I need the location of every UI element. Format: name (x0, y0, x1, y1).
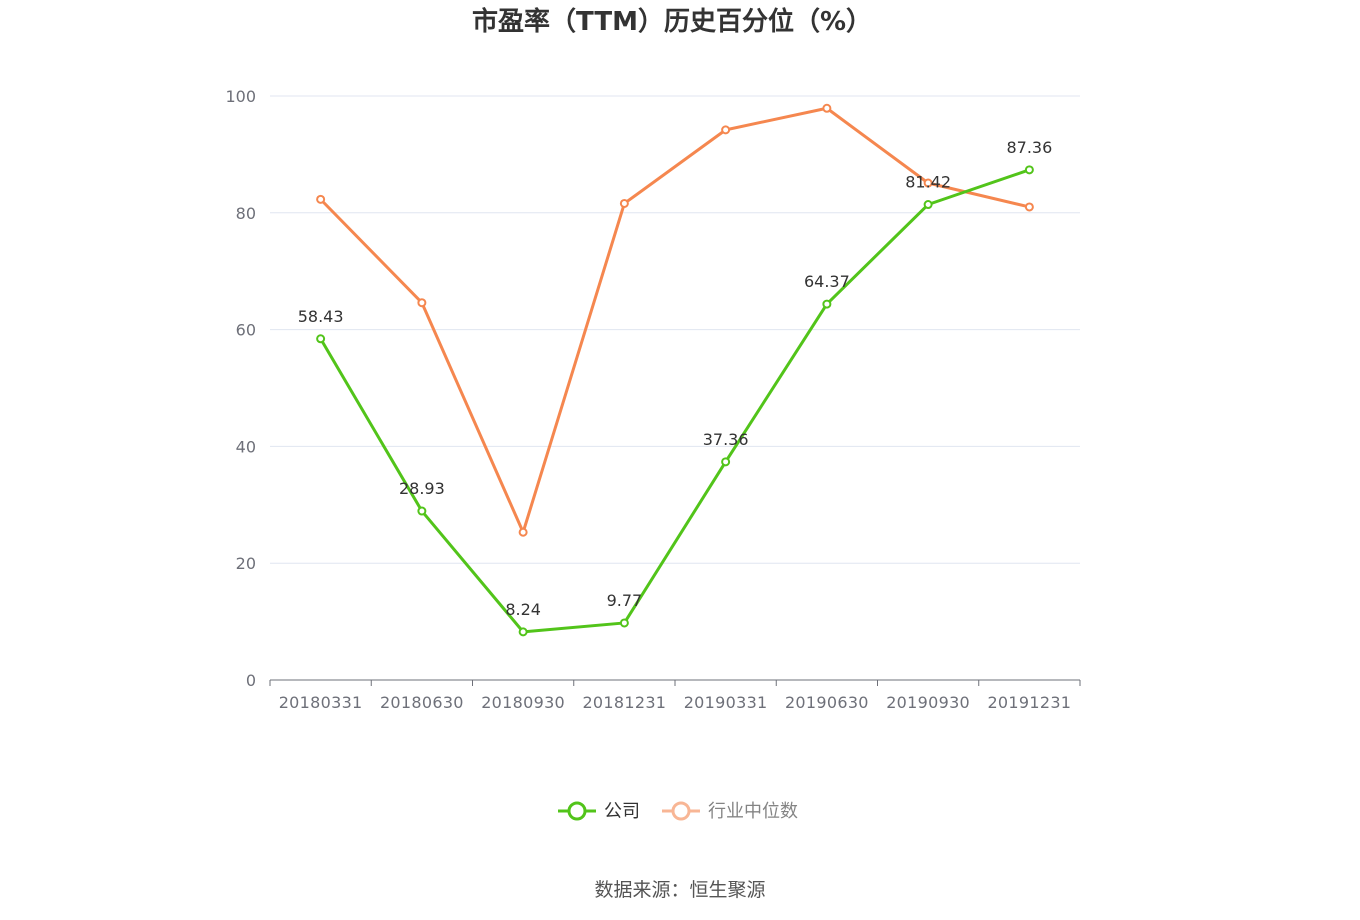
y-tick-label: 0 (246, 671, 256, 690)
x-tick-label: 20181231 (582, 693, 666, 712)
chart-title: 市盈率（TTM）历史百分位（%） (472, 6, 872, 37)
data-point (721, 457, 731, 467)
data-point (619, 198, 629, 208)
data-point (417, 298, 427, 308)
data-point (518, 627, 528, 637)
data-point (619, 618, 629, 628)
legend-label: 公司 (604, 801, 640, 822)
x-tick-label: 20190630 (785, 693, 869, 712)
data-point (1024, 202, 1034, 212)
data-label: 87.36 (1006, 138, 1052, 157)
x-tick-label: 20180331 (279, 693, 363, 712)
data-label: 58.43 (298, 307, 344, 326)
data-point (822, 103, 832, 113)
legend-item[interactable]: 公司 (558, 801, 640, 822)
data-point (923, 178, 933, 188)
legend-item[interactable]: 行业中位数 (662, 801, 798, 822)
data-label: 37.36 (703, 430, 749, 449)
series-line-0 (319, 168, 1031, 634)
y-tick-label: 40 (236, 437, 256, 456)
data-source: 数据来源：恒生聚源 (594, 879, 765, 901)
legend[interactable]: 公司 行业中位数 (558, 801, 798, 822)
data-point (822, 299, 832, 309)
y-tick-label: 100 (225, 87, 256, 106)
x-tick-label: 20180630 (380, 693, 464, 712)
x-tick-label: 20180930 (481, 693, 565, 712)
legend-label: 行业中位数 (708, 801, 798, 822)
data-point (1024, 165, 1034, 175)
data-label: 8.24 (505, 600, 541, 619)
series-line-1 (319, 106, 1031, 534)
legend-marker (671, 801, 691, 821)
data-labels: 58.43 28.93 8.24 9.77 37.36 64.37 81.42 87.36 (298, 138, 1053, 619)
y-tick-label: 80 (236, 204, 256, 223)
data-label: 9.77 (607, 591, 643, 610)
series (316, 103, 1034, 637)
data-point (316, 334, 326, 344)
data-point (518, 527, 528, 537)
y-tick-label: 60 (236, 321, 256, 340)
data-point (923, 200, 933, 210)
axes: 0 20 40 60 80 100 20180331 20180630 20180930 2018… (225, 87, 1081, 712)
data-point (721, 125, 731, 135)
data-label: 81.42 (905, 173, 951, 192)
x-tick-label: 20190331 (684, 693, 768, 712)
data-label: 28.93 (399, 479, 445, 498)
y-tick-label: 20 (236, 554, 256, 573)
grid (270, 95, 1080, 564)
data-label: 64.37 (804, 272, 850, 291)
x-tick-label: 20191231 (987, 693, 1071, 712)
data-point (316, 194, 326, 204)
x-tick-label: 20190930 (886, 693, 970, 712)
legend-marker (567, 801, 587, 821)
data-point (417, 506, 427, 516)
